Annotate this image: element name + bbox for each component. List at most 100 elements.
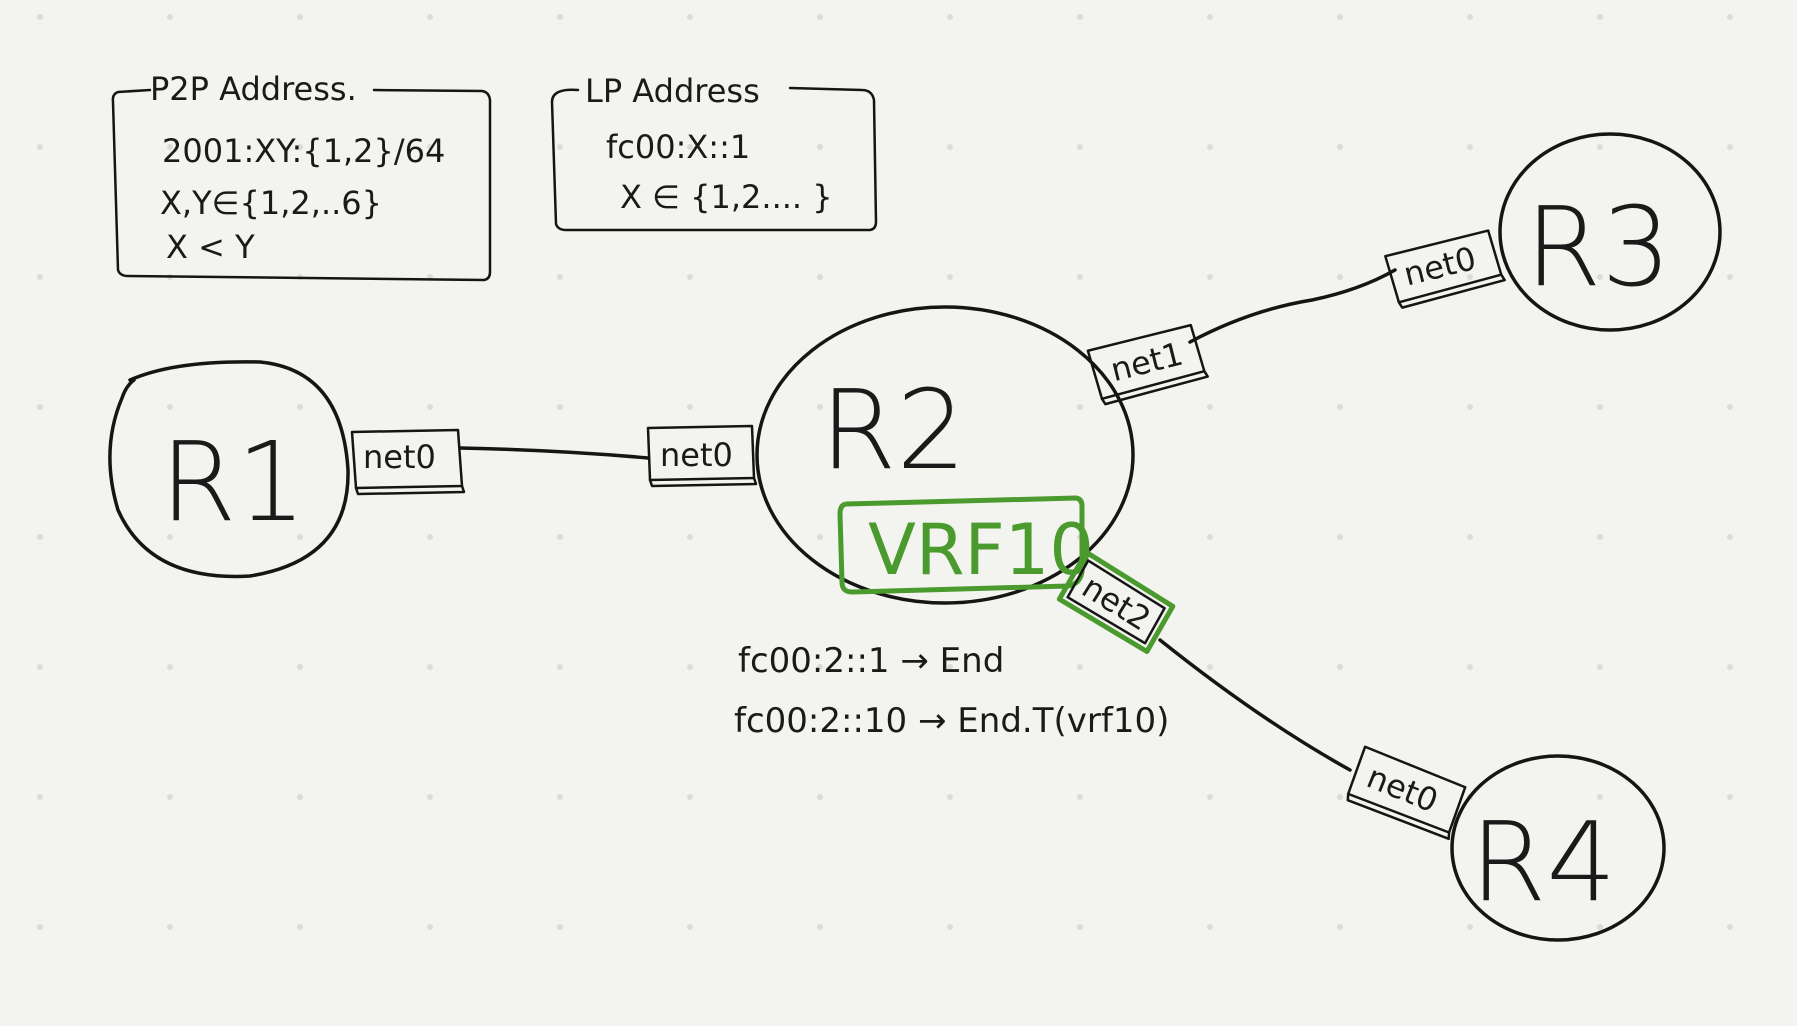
grid-dot bbox=[817, 664, 823, 670]
grid-dot bbox=[817, 274, 823, 280]
grid-dot bbox=[947, 534, 953, 540]
grid-dot bbox=[1207, 664, 1213, 670]
grid-dot bbox=[1337, 144, 1343, 150]
grid-dot bbox=[1207, 924, 1213, 930]
grid-dot bbox=[37, 924, 43, 930]
grid-dot bbox=[1077, 404, 1083, 410]
grid-dot bbox=[297, 144, 303, 150]
grid-dot bbox=[167, 924, 173, 930]
grid-dot bbox=[817, 144, 823, 150]
grid-dot bbox=[1467, 924, 1473, 930]
grid-dot bbox=[1337, 404, 1343, 410]
grid-dot bbox=[1337, 924, 1343, 930]
grid-dot bbox=[1337, 534, 1343, 540]
grid-dot bbox=[817, 404, 823, 410]
grid-dot bbox=[817, 924, 823, 930]
p2p-box-line-3: X < Y bbox=[166, 228, 255, 266]
grid-dot bbox=[37, 534, 43, 540]
port-r2-net0-label: net0 bbox=[660, 436, 733, 474]
grid-dot bbox=[37, 664, 43, 670]
grid-dot bbox=[947, 664, 953, 670]
grid-dot bbox=[37, 144, 43, 150]
route-line-2: fc00:2::10 → End.T(vrf10) bbox=[734, 701, 1169, 741]
port-r2-net1: net1 bbox=[1086, 323, 1209, 406]
grid-dot bbox=[1337, 274, 1343, 280]
grid-dot bbox=[557, 924, 563, 930]
grid-dot bbox=[37, 274, 43, 280]
grid-dot bbox=[1077, 924, 1083, 930]
grid-dot bbox=[947, 274, 953, 280]
grid-dot bbox=[297, 534, 303, 540]
router-r3: R3 bbox=[1498, 132, 1722, 332]
lp-address-box: LP Address fc00:X::1 X ∈ {1,2.... } bbox=[550, 72, 878, 232]
route-line-1: fc00:2::1 → End bbox=[738, 641, 1004, 681]
grid-dot bbox=[1727, 404, 1733, 410]
grid-dot bbox=[1337, 794, 1343, 800]
route-table: fc00:2::1 → End fc00:2::10 → End.T(vrf10… bbox=[734, 641, 1169, 741]
grid-dot bbox=[1597, 14, 1603, 20]
router-r2-label: R2 bbox=[820, 366, 966, 494]
grid-dot bbox=[687, 794, 693, 800]
grid-dot bbox=[1727, 794, 1733, 800]
grid-dot bbox=[687, 924, 693, 930]
grid-dot bbox=[1597, 664, 1603, 670]
router-r3-label: R3 bbox=[1525, 183, 1671, 311]
grid-dot bbox=[1597, 274, 1603, 280]
grid-dot bbox=[297, 404, 303, 410]
p2p-box-title: P2P Address. bbox=[150, 70, 357, 108]
grid-dot bbox=[1597, 794, 1603, 800]
link-r2-r4 bbox=[1158, 638, 1352, 772]
grid-dot bbox=[947, 144, 953, 150]
router-r1-label: R1 bbox=[160, 418, 306, 546]
grid-dot bbox=[427, 794, 433, 800]
vrf10-box: VRF10 bbox=[837, 495, 1094, 595]
grid-dot bbox=[1467, 274, 1473, 280]
grid-dot bbox=[1207, 14, 1213, 20]
grid-dot bbox=[947, 14, 953, 20]
link-r1-r2 bbox=[458, 446, 650, 460]
grid-dot bbox=[1727, 924, 1733, 930]
grid-dot bbox=[1077, 664, 1083, 670]
router-r1: R1 bbox=[108, 360, 350, 579]
grid-dot bbox=[947, 794, 953, 800]
router-r4-label: R4 bbox=[1470, 798, 1616, 926]
port-r3-net0-label: net0 bbox=[1400, 239, 1480, 294]
grid-dot bbox=[1077, 144, 1083, 150]
links bbox=[458, 268, 1397, 772]
grid-dot bbox=[167, 144, 173, 150]
grid-dot bbox=[1077, 274, 1083, 280]
grid-dot bbox=[1207, 794, 1213, 800]
grid-dot bbox=[557, 14, 563, 20]
router-r4: R4 bbox=[1450, 754, 1666, 942]
grid-dot bbox=[1727, 534, 1733, 540]
grid-dot bbox=[1727, 664, 1733, 670]
grid-dot bbox=[1597, 404, 1603, 410]
grid-dot bbox=[427, 534, 433, 540]
grid-dot bbox=[1467, 534, 1473, 540]
grid-dot bbox=[37, 404, 43, 410]
grid-dot bbox=[687, 534, 693, 540]
grid-dot bbox=[947, 924, 953, 930]
grid-dot bbox=[1207, 534, 1213, 540]
grid-dot bbox=[427, 924, 433, 930]
grid-dot bbox=[817, 14, 823, 20]
grid-dot bbox=[427, 404, 433, 410]
lp-box-line-2: X ∈ {1,2.... } bbox=[620, 178, 833, 216]
link-r2-r3 bbox=[1188, 268, 1397, 344]
grid-dot bbox=[1727, 14, 1733, 20]
grid-dot bbox=[1337, 14, 1343, 20]
p2p-box-line-1: 2001:XY:{1,2}/64 bbox=[162, 132, 445, 170]
grid-dot bbox=[167, 794, 173, 800]
p2p-box-line-2: X,Y∈{1,2,..6} bbox=[160, 184, 382, 222]
grid-dot bbox=[1467, 144, 1473, 150]
grid-dot bbox=[297, 664, 303, 670]
grid-dot bbox=[167, 534, 173, 540]
grid-dot bbox=[167, 404, 173, 410]
port-r1-net0-label: net0 bbox=[363, 438, 436, 476]
lp-box-line-1: fc00:X::1 bbox=[606, 128, 750, 166]
grid-dot bbox=[37, 14, 43, 20]
port-r3-net0: net0 bbox=[1384, 229, 1506, 309]
lp-box-title: LP Address bbox=[585, 72, 760, 110]
grid-dot bbox=[557, 144, 563, 150]
